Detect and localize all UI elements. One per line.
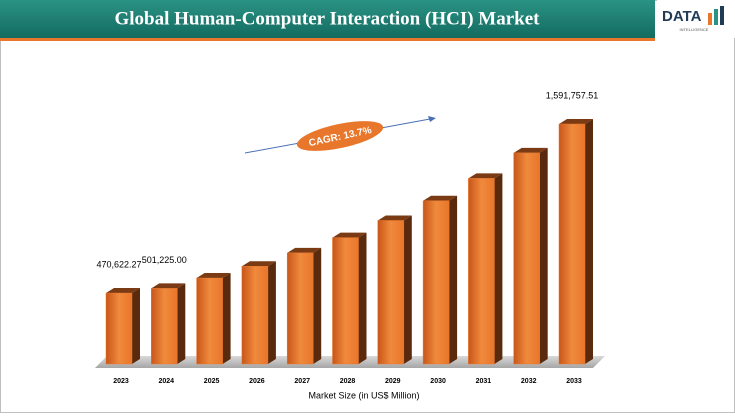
bar-front — [151, 288, 178, 365]
bar-front — [241, 266, 269, 365]
x-tick-label: 2024 — [159, 378, 175, 385]
bar-top — [106, 288, 140, 294]
bar-side — [585, 119, 593, 364]
bar-side — [222, 273, 231, 364]
bar — [196, 273, 231, 365]
bar — [241, 261, 276, 365]
bar-top — [241, 261, 276, 267]
bar-top — [332, 232, 367, 238]
bar-top — [423, 195, 458, 201]
bar-side — [132, 288, 140, 364]
value-label: 501,225.00 — [142, 255, 187, 265]
bar — [332, 232, 367, 365]
bar — [422, 195, 458, 365]
bar — [513, 147, 548, 365]
bar-front — [286, 252, 314, 365]
bar-top — [151, 283, 186, 289]
bar-side — [177, 283, 186, 364]
bar-top — [377, 215, 412, 221]
bar-front — [422, 200, 450, 365]
x-tick-label: 2026 — [249, 378, 265, 385]
bar-side — [358, 232, 367, 364]
x-tick-label: 2025 — [204, 378, 220, 385]
bar — [468, 173, 503, 365]
bar-side — [494, 173, 503, 364]
bar-front — [377, 220, 405, 365]
x-tick-label: 2033 — [566, 378, 582, 385]
bar — [286, 247, 322, 365]
logo-bar — [720, 6, 724, 25]
bar — [151, 283, 186, 365]
bar-side — [449, 195, 458, 364]
x-tick-label: 2023 — [113, 378, 129, 385]
bar — [377, 215, 412, 365]
bar-top — [513, 147, 548, 153]
bar-front — [513, 152, 540, 365]
bar-top — [559, 119, 593, 124]
bar-side — [403, 215, 412, 364]
logo-bar — [714, 9, 718, 25]
value-label: 1,591,757.51 — [546, 90, 599, 100]
arrow-head — [428, 116, 436, 122]
logo-name: DATA — [662, 8, 702, 25]
bar-top — [468, 173, 503, 179]
logo-bar — [708, 13, 712, 25]
value-label: 470,622.27 — [96, 259, 141, 269]
cagr-badge — [296, 121, 384, 151]
bar-front — [196, 277, 223, 365]
x-tick-label: 2032 — [521, 378, 537, 385]
bar-top — [287, 247, 322, 253]
x-tick-label: 2029 — [385, 378, 401, 385]
x-tick-label: 2031 — [476, 378, 492, 385]
header-bar — [0, 0, 655, 38]
bar-side — [313, 247, 322, 364]
bar — [105, 288, 140, 365]
bar-front — [468, 178, 495, 365]
x-tick-label: 2028 — [340, 378, 356, 385]
bar-top — [196, 273, 231, 279]
header-underline — [0, 38, 655, 41]
x-tick-label: 2027 — [294, 378, 310, 385]
logo-tagline: INTELLIGENCE — [680, 27, 709, 32]
bar-front — [105, 292, 133, 365]
bar — [558, 119, 593, 365]
x-axis-label: Market Size (in US$ Million) — [308, 390, 419, 400]
x-tick-label: 2030 — [430, 378, 446, 385]
bar-side — [539, 147, 548, 364]
chart-title: Global Human-Computer Interaction (HCI) … — [114, 8, 540, 29]
bar-side — [267, 261, 276, 364]
bar-front — [332, 237, 359, 365]
bar-front — [558, 123, 586, 365]
